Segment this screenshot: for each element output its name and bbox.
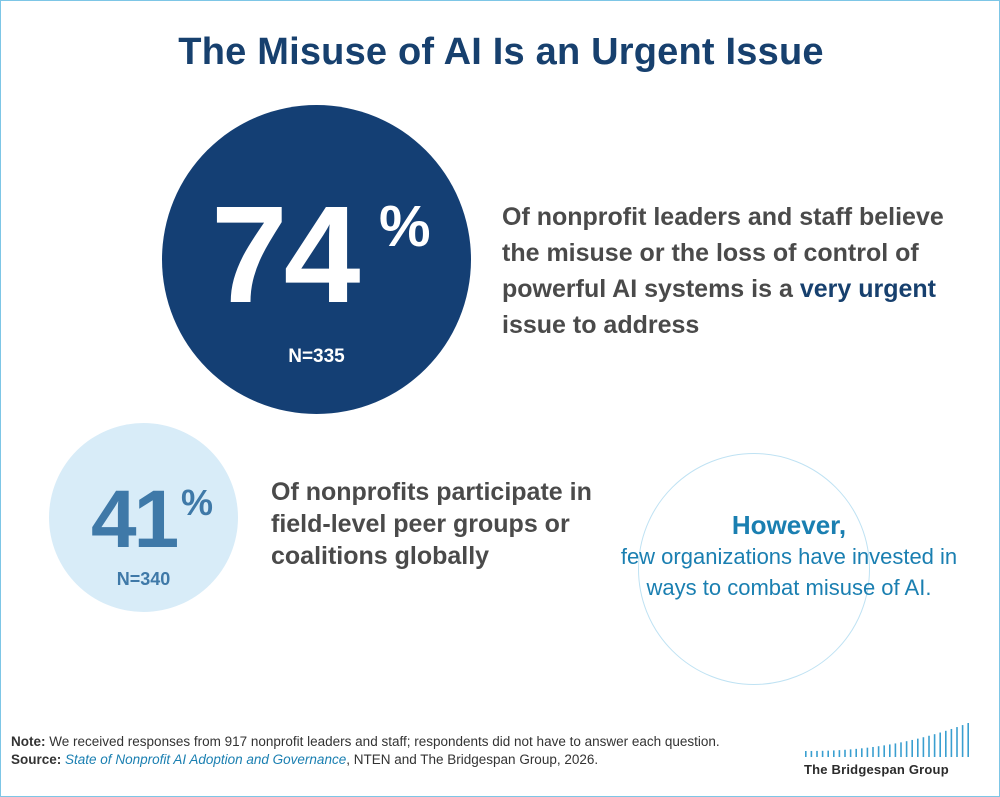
logo-bar xyxy=(849,749,852,757)
primary-stat-description: Of nonprofit leaders and staff believe t… xyxy=(502,199,972,343)
logo-bar xyxy=(900,742,902,757)
logo-bar xyxy=(821,750,824,757)
primary-stat-value: 74 xyxy=(211,178,360,332)
callout-body: few organizations have invested in ways … xyxy=(620,544,958,600)
secondary-stat-unit: % xyxy=(181,482,214,523)
logo-bar xyxy=(961,725,964,757)
logo-bar xyxy=(894,743,897,757)
primary-stat-sample: N=335 xyxy=(288,346,345,367)
primary-stat-unit: % xyxy=(379,194,431,259)
logo-bar xyxy=(877,746,880,757)
note-text: We received responses from 917 nonprofit… xyxy=(49,734,720,749)
logo-bar xyxy=(838,750,841,757)
logo-bar xyxy=(911,739,913,757)
secondary-stat-sample: N=340 xyxy=(116,569,171,589)
logo-bar xyxy=(905,741,908,757)
page-title: The Misuse of AI Is an Urgent Issue xyxy=(178,31,824,73)
logo-bar xyxy=(827,750,829,757)
logo-bar xyxy=(866,747,869,757)
logo-bar xyxy=(933,734,936,757)
logo-bar xyxy=(833,750,835,757)
logo-bar xyxy=(917,738,919,757)
logo-bar xyxy=(950,728,953,757)
footnote: Note: We received responses from 917 non… xyxy=(11,733,731,769)
logo-bar xyxy=(861,748,863,757)
logo-bar xyxy=(805,751,807,757)
logo-bar xyxy=(855,748,857,757)
source-label: Source: xyxy=(11,752,62,767)
logo-bar xyxy=(810,750,813,757)
logo-bar xyxy=(967,723,969,757)
callout-circle xyxy=(638,453,870,685)
note-label: Note: xyxy=(11,734,46,749)
logo-name: The Bridgespan Group xyxy=(804,762,949,777)
secondary-stat-description: Of nonprofits participate in field-level… xyxy=(271,478,592,570)
primary-stat-circle xyxy=(162,105,471,414)
primary-text-before: Of nonprofit leaders and staff believe t… xyxy=(502,203,944,303)
logo-bar xyxy=(883,745,885,757)
logo-bar xyxy=(939,732,941,757)
logo-bar xyxy=(872,746,874,757)
primary-text-after: issue to address xyxy=(502,311,700,339)
callout-heading: However, xyxy=(731,510,847,540)
source-rest: , NTEN and The Bridgespan Group, 2026. xyxy=(346,752,599,767)
callout: However, few organizations have invested… xyxy=(601,509,977,603)
secondary-stat-circle xyxy=(49,423,238,612)
logo-bar xyxy=(889,744,891,757)
logo-bar xyxy=(945,730,947,757)
primary-text-emphasis: very urgent xyxy=(799,275,936,303)
secondary-stat-value: 41 xyxy=(91,474,179,565)
logo-bar xyxy=(844,749,846,757)
bridgespan-logo-icon xyxy=(805,723,969,757)
logo-bar xyxy=(956,727,958,757)
secondary-stat: 41 % xyxy=(91,479,213,561)
logo-bar xyxy=(816,750,818,757)
source-line: Source: State of Nonprofit AI Adoption a… xyxy=(11,751,731,769)
logo-bar xyxy=(928,735,930,757)
primary-stat: 74 % xyxy=(211,186,431,324)
logo-bar xyxy=(922,737,925,757)
note-line: Note: We received responses from 917 non… xyxy=(11,733,731,751)
source-title-link[interactable]: State of Nonprofit AI Adoption and Gover… xyxy=(65,752,347,767)
